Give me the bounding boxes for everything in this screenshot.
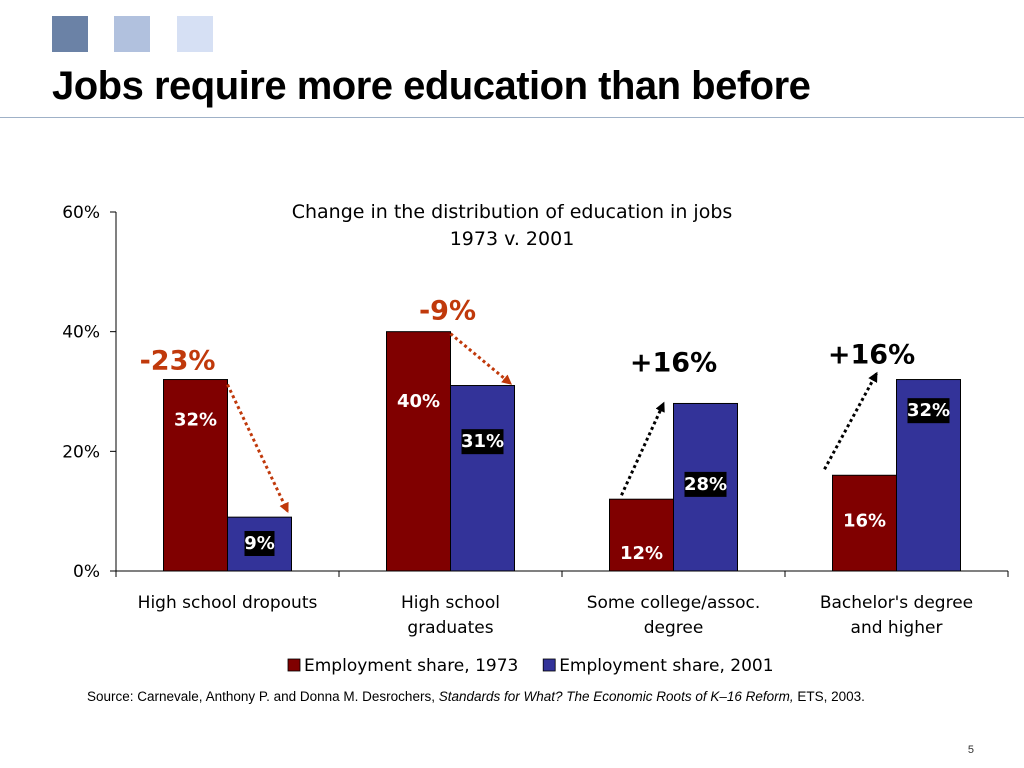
bar-label-box-2001 — [907, 398, 950, 424]
page-number: 5 — [967, 744, 974, 756]
decrease-arrow — [449, 332, 513, 385]
change-annotation: +16% — [828, 340, 915, 371]
bar-label-1973: 40% — [397, 391, 440, 412]
chart-subtitle: 1973 v. 2001 — [450, 228, 575, 250]
x-category-label: graduates — [407, 618, 493, 638]
x-category-label: High school dropouts — [138, 593, 318, 613]
title-divider — [0, 117, 1024, 118]
bar-label-1973: 32% — [174, 410, 217, 431]
chart-title: Change in the distribution of education … — [292, 201, 733, 223]
bar-1973 — [832, 474, 897, 572]
bar-label-2001: 28% — [684, 474, 727, 495]
bar-label-box-2001 — [244, 530, 275, 556]
y-tick-label: 20% — [62, 442, 100, 462]
source-suffix: ETS, 2003. — [793, 689, 865, 704]
source-title: Standards for What? The Economic Roots o… — [438, 689, 794, 704]
change-annotation: -23% — [140, 346, 216, 377]
change-annotation: -9% — [419, 296, 476, 327]
legend-swatch — [287, 658, 301, 672]
bar-2001 — [450, 385, 515, 572]
bar-1973 — [609, 498, 674, 572]
legend-swatch — [542, 658, 556, 672]
bar-label-box-2001 — [461, 429, 504, 455]
bar-label-2001: 32% — [907, 400, 950, 421]
bar-label-1973: 16% — [843, 510, 886, 531]
change-annotation: +16% — [630, 347, 717, 378]
x-category-label: High school — [401, 593, 500, 613]
x-category-label: and higher — [851, 618, 943, 638]
x-category-label: Bachelor's degree — [820, 593, 973, 613]
bar-label-2001: 9% — [244, 533, 275, 554]
legend-label: Employment share, 1973 — [304, 656, 518, 676]
decrease-arrow — [226, 383, 289, 513]
bar-1973 — [386, 331, 451, 572]
increase-arrow — [620, 401, 665, 496]
bar-label-1973: 12% — [620, 543, 663, 564]
source-prefix: Source: Carnevale, Anthony P. and Donna … — [87, 689, 439, 704]
source-citation: Source: Carnevale, Anthony P. and Donna … — [87, 689, 865, 704]
slide-title: Jobs require more education than before — [52, 64, 811, 108]
x-category-label: degree — [644, 618, 704, 638]
accent-square-3 — [177, 16, 213, 52]
y-tick-label: 60% — [62, 203, 100, 223]
bar-1973 — [163, 379, 228, 572]
bar-label-box-2001 — [684, 471, 727, 497]
accent-square-1 — [52, 16, 88, 52]
increase-arrow — [823, 371, 878, 470]
accent-square-2 — [114, 16, 150, 52]
x-category-label: Some college/assoc. — [587, 593, 761, 613]
y-tick-label: 0% — [73, 562, 100, 582]
legend-label: Employment share, 2001 — [559, 656, 773, 676]
y-tick-label: 40% — [62, 323, 100, 343]
bar-chart: Change in the distribution of education … — [62, 201, 1009, 676]
bar-label-2001: 31% — [461, 431, 504, 452]
